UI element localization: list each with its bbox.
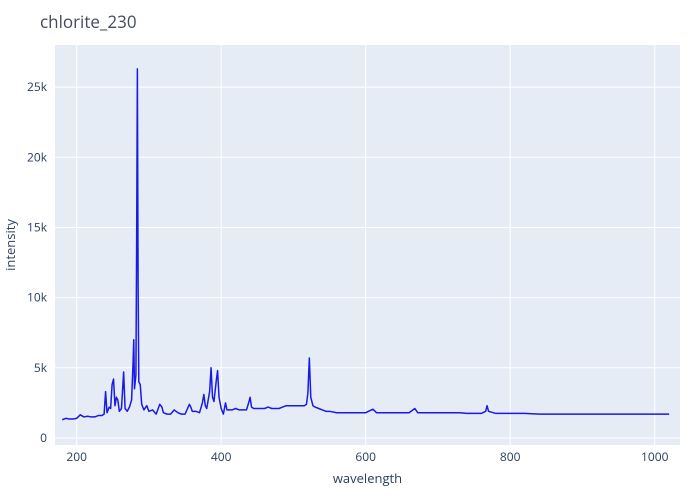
- x-tick-label: 200: [66, 448, 87, 465]
- y-tick-label: 20k: [27, 148, 48, 165]
- y-tick-label: 15k: [27, 218, 48, 235]
- plot-bg: [55, 45, 680, 445]
- y-tick-label: 25k: [27, 78, 48, 95]
- x-tick-label: 800: [500, 448, 521, 465]
- x-tick-label: 600: [355, 448, 376, 465]
- x-tick-label: 1000: [641, 448, 669, 465]
- x-tick-label: 400: [211, 448, 232, 465]
- y-tick-label: 10k: [27, 289, 48, 306]
- chart-container: chlorite_230 200400600800100005k10k15k20…: [0, 0, 700, 500]
- y-tick-label: 0: [40, 429, 47, 446]
- y-tick-label: 5k: [34, 359, 48, 376]
- spectrum-plot: 200 400 600 800 1000 0 5k 10k 15k 20k 25k wavelengt…: [0, 0, 700, 500]
- y-axis-label: intensity: [1, 219, 19, 271]
- x-axis-label: wavelength: [333, 469, 402, 487]
